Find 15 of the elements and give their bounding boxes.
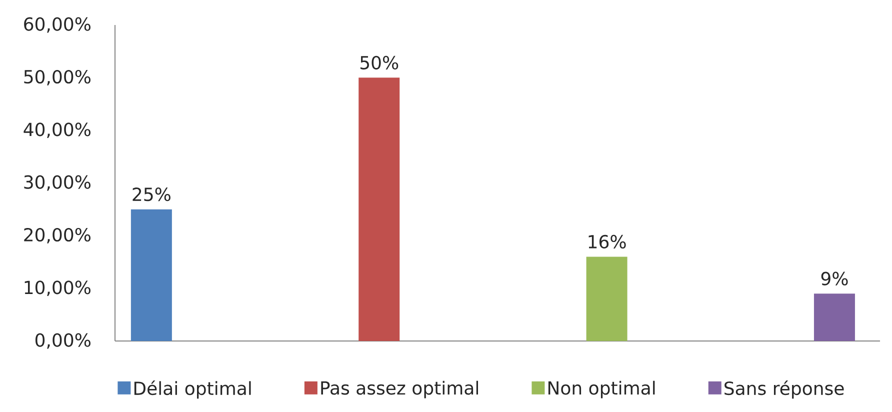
data-label: 9% [821, 272, 848, 286]
y-tick-label: 40,00% [24, 122, 90, 138]
y-tick-label: 10,00% [24, 280, 90, 296]
legend-label: Pas assez optimal [321, 380, 478, 398]
legend-label: Sans réponse [724, 380, 844, 399]
legend-label: Délai optimal [134, 380, 251, 399]
y-tick-label: 0,00% [35, 333, 90, 349]
y-tick-label: 60,00% [24, 17, 90, 33]
y-tick-label: 20,00% [24, 228, 90, 244]
data-label: 50% [360, 56, 398, 70]
y-tick-label: 30,00% [24, 175, 90, 191]
y-tick-label: 50,00% [24, 70, 90, 86]
legend-label: Non optimal [548, 380, 655, 398]
data-label: 25% [132, 188, 170, 202]
data-label: 16% [588, 234, 626, 249]
